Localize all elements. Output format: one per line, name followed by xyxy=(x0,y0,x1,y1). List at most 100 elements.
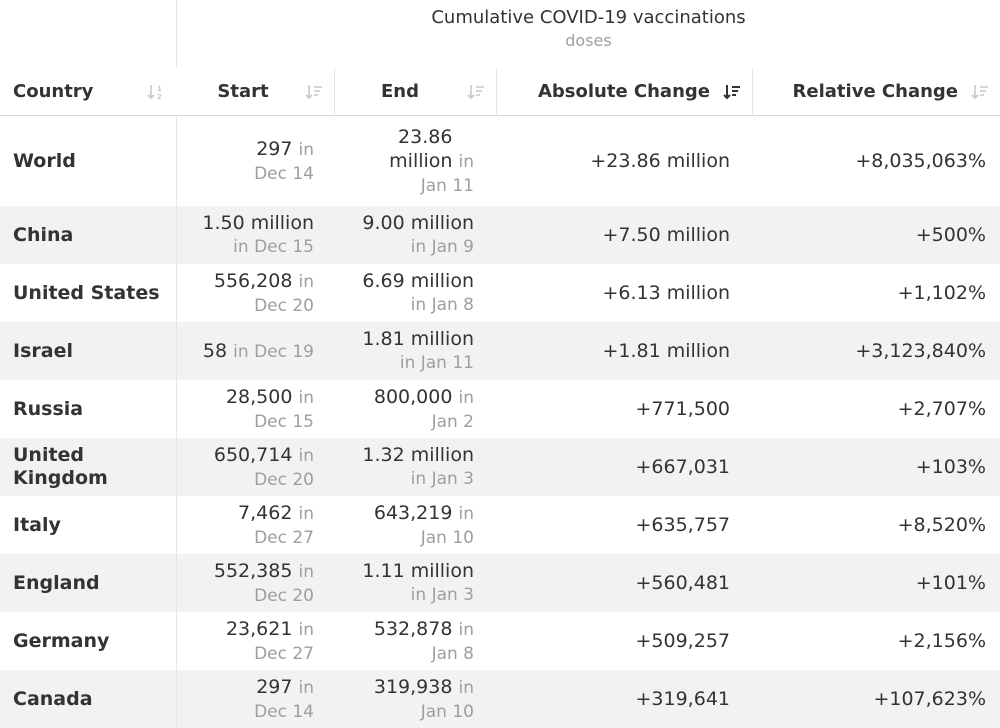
svg-text:2: 2 xyxy=(157,93,162,101)
start-cell: 297 in Dec 14 xyxy=(176,116,334,206)
country-cell: Israel xyxy=(13,339,73,362)
country-cell: China xyxy=(13,223,74,246)
end-value: 1.81 million xyxy=(362,328,474,350)
country-cell: England xyxy=(13,571,100,594)
relative-change-cell: +103% xyxy=(915,456,986,478)
relative-change-cell: +8,520% xyxy=(897,514,986,536)
absolute-change-cell: +319,641 xyxy=(635,688,731,710)
start-value: 58 xyxy=(202,339,228,362)
end-date: Jan 8 xyxy=(431,295,474,315)
relative-change-cell: +2,156% xyxy=(897,630,986,652)
end-date: Jan 8 xyxy=(431,643,474,664)
end-date: Jan 2 xyxy=(431,411,474,432)
start-cell: 58 in Dec 19 xyxy=(176,322,334,380)
table-row: England 552,385 in Dec 20 1.11 million in Ja… xyxy=(0,554,1000,612)
country-cell: Italy xyxy=(13,513,61,536)
date-prefix: in xyxy=(298,619,315,640)
date-prefix: in xyxy=(233,341,249,362)
date-prefix: in xyxy=(410,585,427,605)
start-cell: 297 in Dec 14 xyxy=(176,670,334,728)
start-date: Dec 15 xyxy=(254,237,314,257)
group-header-title: Cumulative COVID-19 vaccinations xyxy=(431,7,746,28)
sort-icon[interactable] xyxy=(304,82,324,102)
date-prefix: in xyxy=(458,151,475,172)
group-header-unit: doses xyxy=(565,31,612,50)
column-header-end[interactable]: End xyxy=(334,68,496,115)
start-date: Dec 20 xyxy=(254,469,314,490)
absolute-change-cell: +6.13 million xyxy=(602,282,730,304)
end-cell: 1.81 million in Jan 11 xyxy=(334,322,496,380)
column-header-end-label: End xyxy=(381,81,419,102)
end-cell: 1.11 million in Jan 3 xyxy=(334,554,496,612)
start-date: Dec 20 xyxy=(254,585,314,606)
relative-change-cell: +101% xyxy=(915,572,986,594)
start-cell: 650,714 in Dec 20 xyxy=(176,438,334,496)
start-date: Dec 27 xyxy=(254,527,314,548)
column-divider xyxy=(752,68,753,116)
start-cell: 7,462 in Dec 27 xyxy=(176,496,334,554)
end-cell: 23.86 million in Jan 11 xyxy=(334,116,496,206)
end-cell: 532,878 in Jan 8 xyxy=(334,612,496,670)
end-date: Jan 3 xyxy=(431,585,474,605)
start-date: Dec 19 xyxy=(254,341,314,362)
sort-descending-icon[interactable] xyxy=(722,82,742,102)
table-row: Israel 58 in Dec 19 1.81 million in Jan 11 +… xyxy=(0,322,1000,380)
start-value: 552,385 xyxy=(213,559,293,582)
end-value: 643,219 xyxy=(373,501,453,524)
end-cell: 643,219 in Jan 10 xyxy=(334,496,496,554)
country-cell: Germany xyxy=(13,629,110,652)
start-value: 297 xyxy=(256,675,293,698)
absolute-change-cell: +23.86 million xyxy=(590,150,730,172)
absolute-change-cell: +635,757 xyxy=(635,514,731,536)
start-value: 7,462 xyxy=(238,501,293,524)
column-header-absolute-change-label: Absolute Change xyxy=(537,81,710,102)
end-value: 1.11 million xyxy=(362,560,474,582)
column-divider xyxy=(334,68,335,116)
end-date: Jan 11 xyxy=(420,175,474,196)
end-cell: 9.00 million in Jan 9 xyxy=(334,206,496,264)
table-row: China 1.50 million in Dec 15 9.00 million in… xyxy=(0,206,1000,264)
column-header-start[interactable]: Start xyxy=(176,68,334,115)
start-value: 28,500 xyxy=(225,385,293,408)
sort-icon[interactable] xyxy=(970,82,990,102)
relative-change-cell: +500% xyxy=(915,224,986,246)
start-value: 650,714 xyxy=(213,443,293,466)
column-header-relative-change[interactable]: Relative Change xyxy=(752,68,1000,115)
date-prefix: in xyxy=(298,503,315,524)
start-date: Dec 27 xyxy=(254,643,314,664)
date-prefix: in xyxy=(298,677,315,698)
date-prefix: in xyxy=(298,561,315,582)
country-cell: World xyxy=(13,149,76,172)
date-prefix: in xyxy=(298,139,315,160)
end-date: Jan 9 xyxy=(431,237,474,257)
group-header: Cumulative COVID-19 vaccinations doses xyxy=(176,0,1000,68)
end-date: Jan 3 xyxy=(431,469,474,489)
end-cell: 319,938 in Jan 10 xyxy=(334,670,496,728)
end-value: 6.69 million xyxy=(362,270,474,292)
table-row: United Kingdom 650,714 in Dec 20 1.32 milli… xyxy=(0,438,1000,496)
column-header-country-label: Country xyxy=(13,81,94,102)
end-value: 9.00 million xyxy=(362,212,474,234)
end-cell: 800,000 in Jan 2 xyxy=(334,380,496,438)
column-header-absolute-change[interactable]: Absolute Change xyxy=(496,68,752,115)
end-cell: 6.69 million in Jan 8 xyxy=(334,264,496,322)
table-row: World 297 in Dec 14 23.86 million in Jan 11 +… xyxy=(0,116,1000,206)
date-prefix: in xyxy=(458,619,475,640)
date-prefix: in xyxy=(298,387,315,408)
table-row: Russia 28,500 in Dec 15 800,000 in Jan 2 +771… xyxy=(0,380,1000,438)
start-value: 1.50 million xyxy=(202,212,314,234)
relative-change-cell: +107,623% xyxy=(873,688,986,710)
sort-icon[interactable] xyxy=(466,82,486,102)
start-date: Dec 14 xyxy=(254,701,314,722)
absolute-change-cell: +667,031 xyxy=(635,456,731,478)
end-value: 532,878 xyxy=(373,617,453,640)
end-cell: 1.32 million in Jan 3 xyxy=(334,438,496,496)
date-prefix: in xyxy=(458,677,475,698)
end-value: 319,938 xyxy=(373,675,453,698)
country-cell: Russia xyxy=(13,397,84,420)
date-prefix: in xyxy=(233,237,249,257)
absolute-change-cell: +771,500 xyxy=(635,398,731,420)
